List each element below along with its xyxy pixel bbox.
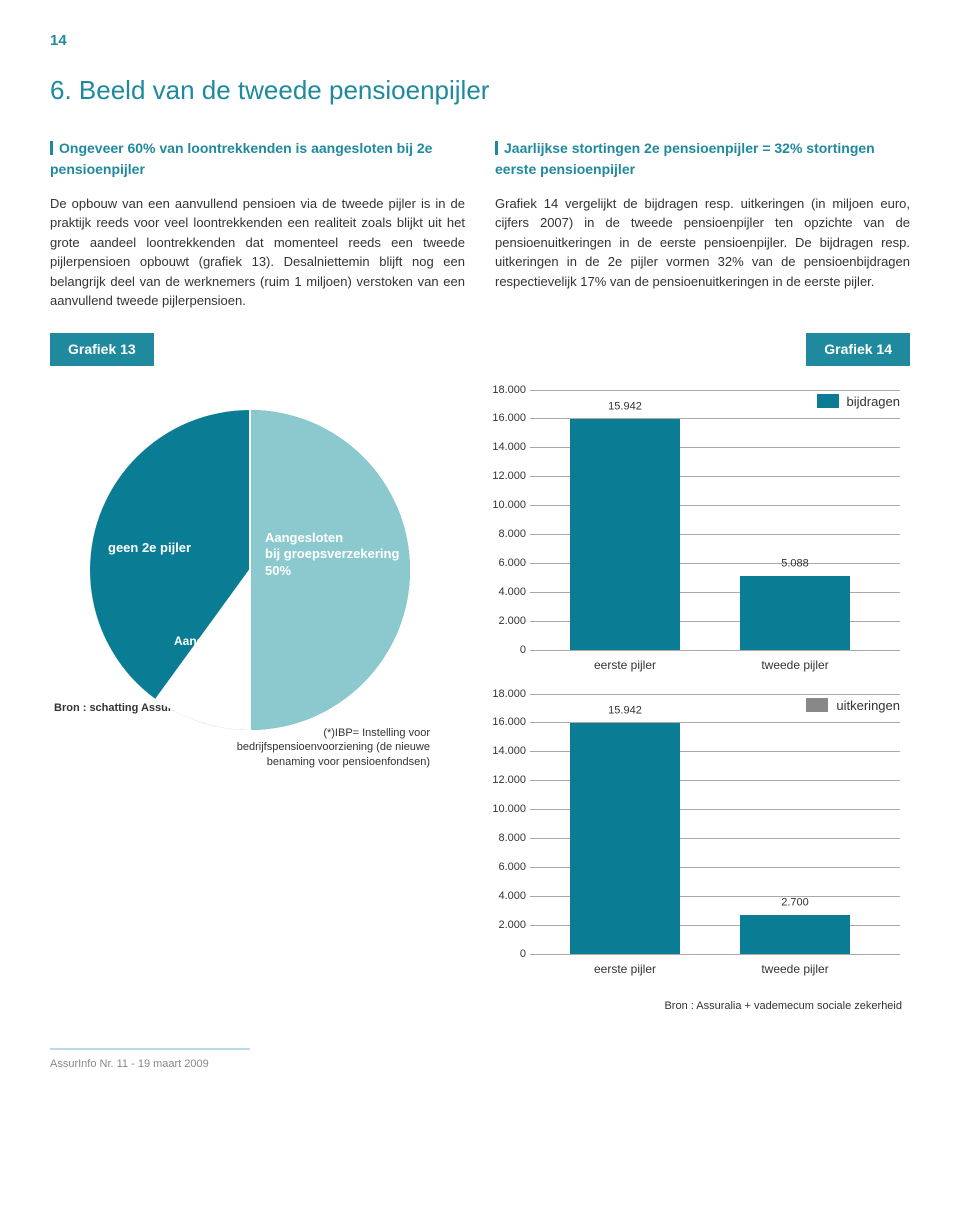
legend-swatch [806,698,828,712]
y-tick-label: 8.000 [480,830,526,847]
page-title: 6. Beeld van de tweede pensioenpijler [50,71,910,110]
bar: 2.700 [740,915,850,954]
bar-chart-uitkeringen: 0 2.000 4.000 6.000 8.000 10.000 12.000 14.000 1… [480,694,910,984]
pie-label-groeps-l1: Aangesloten [265,530,343,545]
y-tick-label: 2.000 [480,612,526,629]
pie-label-ibp: Aangesloten bij IBP(*) 10% [174,634,246,681]
y-tick-label: 16.000 [480,714,526,731]
left-column: Ongeveer 60% van loontrekkenden is aange… [50,138,465,311]
pie-label-groeps-l3: 50% [265,563,291,578]
y-tick-label: 18.000 [480,381,526,398]
y-tick-label: 10.000 [480,801,526,818]
bar-legend: uitkeringen [806,696,900,716]
bar: 15.942 [570,419,680,649]
page-number: 14 [50,30,910,53]
y-tick-label: 10.000 [480,497,526,514]
bar-charts-area: 0 2.000 4.000 6.000 8.000 10.000 12.000 14.000 1… [480,380,910,1015]
bar: 5.088 [740,576,850,649]
left-subhead-text: Ongeveer 60% van loontrekkenden is aange… [50,140,432,177]
legend-label: uitkeringen [836,696,900,716]
legend-label: bijdragen [847,392,901,412]
y-tick-label: 6.000 [480,859,526,876]
bar: 15.942 [570,723,680,953]
pie-label-ibp-l1: Aangesloten [174,634,246,648]
bar-value-label: 5.088 [740,556,850,573]
two-column-text: Ongeveer 60% van loontrekkenden is aange… [50,138,910,311]
pie-label-groeps: Aangesloten bij groepsverzekering 50% [265,530,399,581]
x-tick-label: eerste pijler [560,960,690,978]
bar-value-label: 15.942 [570,703,680,720]
right-subhead: Jaarlijkse stortingen 2e pensioenpijler … [495,138,910,180]
right-column: Jaarlijkse stortingen 2e pensioenpijler … [495,138,910,311]
tab-grafiek-14: Grafiek 14 [806,333,910,366]
y-tick-label: 12.000 [480,772,526,789]
pie-label-ibp-l3: 10% [222,665,246,679]
bar-value-label: 2.700 [740,894,850,911]
gridline [530,694,900,695]
bars-source: Bron : Assuralia + vademecum sociale zek… [480,998,910,1015]
legend-swatch [817,394,839,408]
x-tick-label: tweede pijler [730,656,860,674]
left-body: De opbouw van een aanvullend pensioen vi… [50,194,465,311]
gridline [530,390,900,391]
gridline [530,650,900,651]
pie-label-ibp-l2: bij IBP(*) [196,649,246,663]
right-body: Grafiek 14 vergelijkt de bijdragen resp.… [495,194,910,292]
y-tick-label: 18.000 [480,685,526,702]
y-tick-label: 14.000 [480,743,526,760]
y-tick-label: 2.000 [480,916,526,933]
gridline [530,954,900,955]
title-text: Beeld van de tweede pensioenpijler [79,75,490,105]
y-tick-label: 8.000 [480,526,526,543]
bar-chart-bijdragen: 0 2.000 4.000 6.000 8.000 10.000 12.000 14.000 1… [480,390,910,680]
y-tick-label: 4.000 [480,583,526,600]
pie-label-none: geen 2e pijler [108,540,191,557]
y-tick-label: 4.000 [480,887,526,904]
pie-chart-area: geen 2e pijler Aangesloten bij groepsver… [50,380,450,769]
y-tick-label: 16.000 [480,410,526,427]
pie-chart: geen 2e pijler Aangesloten bij groepsver… [90,410,410,730]
chart-tabs: Grafiek 13 Grafiek 14 [50,333,910,366]
pie-label-groeps-l2: bij groepsverzekering [265,546,399,561]
bar-legend: bijdragen [817,392,901,412]
title-prefix: 6. [50,75,72,105]
right-subhead-text: Jaarlijkse stortingen 2e pensioenpijler … [495,140,875,177]
y-tick-label: 12.000 [480,468,526,485]
x-tick-label: eerste pijler [560,656,690,674]
y-tick-label: 0 [480,641,526,658]
figures-row: geen 2e pijler Aangesloten bij groepsver… [50,380,910,1015]
tab-grafiek-13: Grafiek 13 [50,333,154,366]
pie-footnote: (*)IBP= Instelling voor bedrijfspensioen… [230,726,430,769]
left-subhead: Ongeveer 60% van loontrekkenden is aange… [50,138,465,180]
y-tick-label: 0 [480,945,526,962]
page-footer: AssurInfo Nr. 11 - 19 maart 2009 [50,1048,250,1073]
x-tick-label: tweede pijler [730,960,860,978]
bar-value-label: 15.942 [570,399,680,416]
y-tick-label: 14.000 [480,439,526,456]
y-tick-label: 6.000 [480,555,526,572]
